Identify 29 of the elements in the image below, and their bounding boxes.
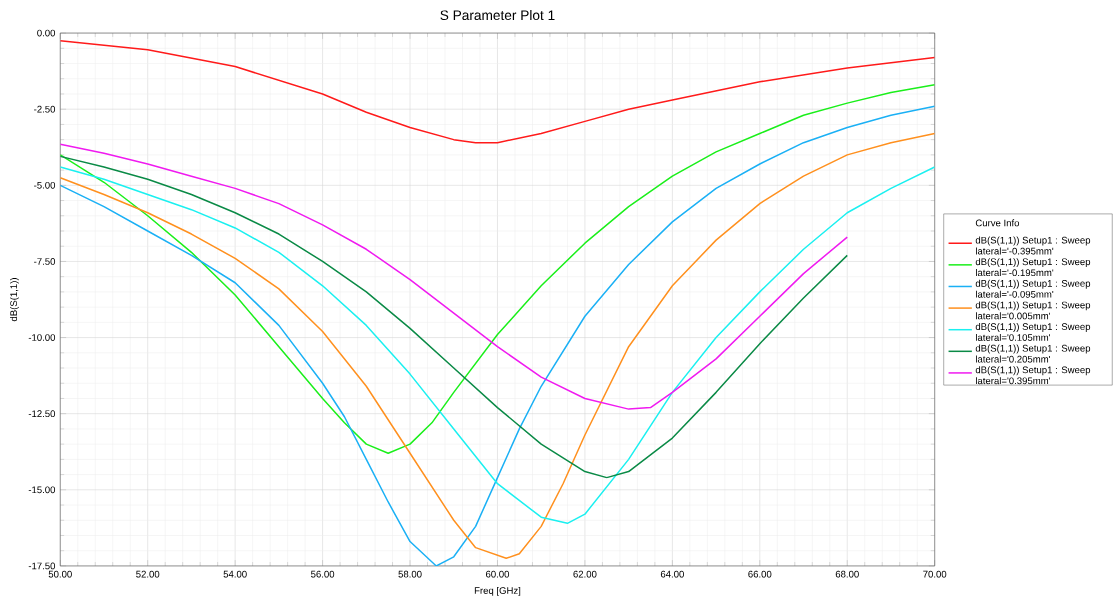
x-tick-label: 58.00 <box>398 570 422 578</box>
y-tick-label: -2.50 <box>34 105 56 113</box>
y-axis-title: dB(S(1,1)) <box>10 278 19 322</box>
x-axis-title: Freq [GHz] <box>474 587 521 596</box>
x-tick-label: 66.00 <box>748 570 772 578</box>
x-tick-label: 60.00 <box>486 570 510 578</box>
y-tick-label: -12.50 <box>28 410 56 418</box>
y-tick-label: -10.00 <box>28 334 56 342</box>
x-tick-label: 64.00 <box>660 570 684 578</box>
legend-label: dB(S(1,1)) Setup1 : Sweep lateral='0.395mm' <box>975 366 1091 385</box>
x-tick-label: 54.00 <box>223 570 247 578</box>
y-tick-label: -17.50 <box>28 562 56 570</box>
x-tick-label: 70.00 <box>923 570 947 578</box>
y-tick-label: -15.00 <box>28 486 56 494</box>
y-tick-label: -7.50 <box>34 258 56 265</box>
line-series <box>60 84 935 455</box>
x-tick-label: 56.00 <box>311 570 335 578</box>
chart-title: S Parameter Plot 1 <box>440 10 555 21</box>
line-series <box>60 155 848 479</box>
y-tick-label: 0.00 <box>37 29 56 37</box>
x-tick-label: 68.00 <box>835 570 859 578</box>
x-tick-label: 62.00 <box>573 570 597 578</box>
x-tick-label: 50.00 <box>48 570 72 578</box>
y-tick-label: -5.00 <box>34 182 56 189</box>
line-series <box>60 40 935 144</box>
x-tick-label: 52.00 <box>136 570 160 578</box>
legend-title: Curve Info <box>975 219 1020 227</box>
line-series <box>60 143 848 410</box>
line-series <box>60 166 935 525</box>
